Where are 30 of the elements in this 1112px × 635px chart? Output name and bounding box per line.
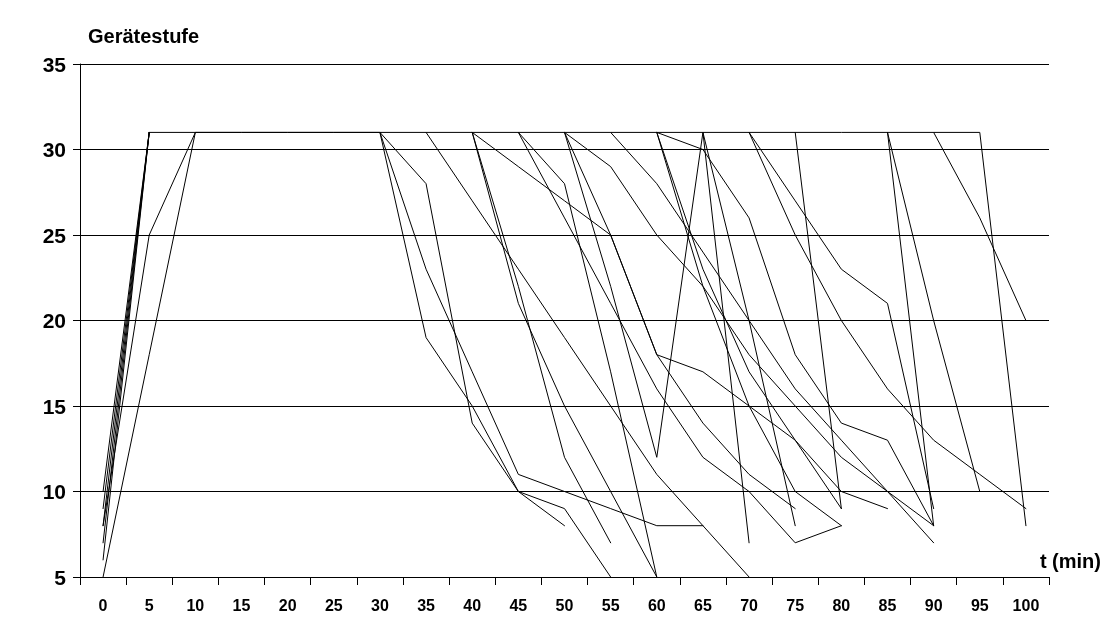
- y-tick-label: 30: [42, 138, 66, 161]
- x-tick-label: 90: [924, 596, 943, 614]
- y-tick-label: 35: [42, 52, 67, 76]
- y-tick-label: 25: [42, 223, 67, 247]
- y-tick-label: 5: [54, 565, 67, 589]
- x-tick-label: 30: [371, 596, 389, 614]
- x-tick-label: 25: [324, 596, 343, 614]
- y-tick-label: 15: [42, 394, 67, 418]
- y-tick-label: 20: [42, 309, 66, 332]
- x-tick-label: 85: [878, 596, 897, 614]
- x-tick-label: 95: [970, 596, 989, 614]
- x-tick-label: 0: [98, 596, 108, 614]
- x-tick-label: 15: [232, 596, 251, 614]
- x-tick-label: 60: [647, 596, 666, 614]
- x-tick-label: 55: [601, 596, 620, 614]
- x-tick-label: 20: [278, 596, 297, 614]
- x-tick-label: 5: [144, 596, 154, 614]
- x-tick-label: 50: [555, 596, 574, 614]
- x-tick-label: 100: [1012, 596, 1040, 614]
- x-axis-title: t (min): [1039, 550, 1101, 572]
- x-tick-label: 35: [417, 596, 436, 614]
- x-tick-label: 75: [786, 596, 805, 614]
- x-tick-label: 70: [740, 596, 759, 614]
- x-tick-label: 80: [832, 596, 851, 614]
- x-tick-label: 40: [463, 596, 482, 614]
- x-tick-label: 45: [509, 596, 528, 614]
- y-tick-label: 10: [42, 480, 66, 503]
- x-tick-label: 65: [694, 596, 712, 614]
- x-tick-label: 10: [186, 596, 205, 614]
- y-axis-title: Gerätestufe: [88, 25, 200, 47]
